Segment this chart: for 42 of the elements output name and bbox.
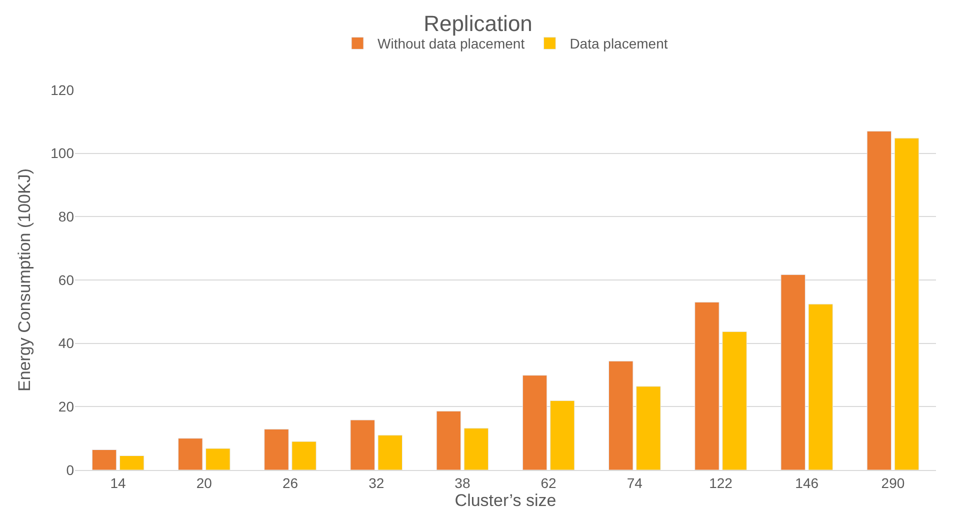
bar [550, 400, 575, 470]
y-tick-label: 80 [58, 208, 74, 225]
bar [722, 331, 747, 470]
bar [178, 438, 203, 470]
y-tick-label: 40 [58, 335, 74, 352]
bar [350, 420, 375, 470]
bar [378, 434, 402, 470]
x-tick-label: 14 [110, 474, 126, 491]
bar [866, 130, 892, 470]
x-tick-label: 146 [795, 474, 819, 491]
bar [608, 360, 634, 470]
x-tick-label: 62 [540, 474, 557, 491]
legend-label: Without data placement [378, 36, 525, 52]
bar [694, 302, 720, 470]
bar [636, 386, 661, 470]
x-tick-label: 26 [282, 474, 298, 491]
y-tick-label: 100 [50, 145, 74, 162]
x-tick-label: 32 [368, 474, 384, 491]
x-tick-label: 38 [454, 474, 470, 491]
x-tick-label: 290 [881, 474, 905, 491]
bar [264, 428, 289, 470]
y-tick-label: 20 [58, 398, 74, 415]
bar [92, 449, 117, 470]
y-tick-label: 60 [58, 272, 74, 288]
x-tick-label: 74 [626, 474, 643, 491]
x-tick-label: 20 [196, 474, 212, 491]
y-axis-title: Energy Consumption (100KJ) [15, 168, 34, 392]
legend-label: Data placement [570, 36, 668, 52]
bar [436, 410, 462, 470]
bar [206, 448, 230, 470]
bar [292, 441, 316, 470]
chart-title: Replication [424, 11, 532, 36]
bar [808, 304, 833, 470]
bar [522, 375, 548, 470]
x-tick-label: 122 [709, 474, 733, 491]
bar [780, 274, 806, 470]
y-tick-label: 120 [50, 82, 74, 98]
y-tick-label: 0 [66, 462, 74, 478]
bar [464, 428, 489, 470]
x-axis-title: Cluster’s size [454, 491, 556, 510]
bar [119, 456, 144, 470]
bar [894, 138, 920, 470]
